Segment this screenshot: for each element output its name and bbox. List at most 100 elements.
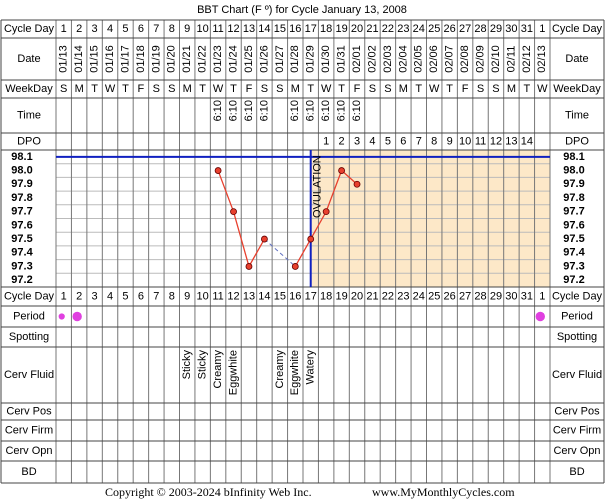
cycle-day: 2 — [76, 290, 82, 302]
cycle-day: 24 — [413, 290, 425, 302]
cycle-day: 18 — [320, 290, 332, 302]
cycle-day: 16 — [289, 290, 301, 302]
cycle-day: 23 — [397, 290, 409, 302]
date: 02/01 — [351, 45, 363, 73]
cerv-fluid: Sticky — [197, 350, 209, 380]
row-label: Cycle Day — [4, 290, 55, 302]
cerv-fluid: Watery — [305, 350, 317, 385]
cycle-day: 1 — [61, 23, 67, 35]
weekday: W — [429, 83, 440, 95]
cycle-day: 19 — [335, 23, 347, 35]
dpo: 2 — [339, 135, 345, 147]
cycle-day: 9 — [184, 23, 190, 35]
dpo: 14 — [521, 135, 533, 147]
date: 02/12 — [521, 45, 533, 73]
cycle-day: 9 — [184, 290, 190, 302]
weekday: T — [446, 83, 453, 95]
date: 01/22 — [197, 45, 209, 73]
temperature-point — [322, 208, 330, 216]
row-label: WeekDay — [553, 83, 601, 95]
y-tick-label: 97.5 — [563, 233, 584, 245]
weekday: F — [246, 83, 253, 95]
cycle-day: 19 — [335, 290, 347, 302]
dpo: 12 — [490, 135, 502, 147]
cycle-day: 6 — [138, 23, 144, 35]
y-tick-label: 97.2 — [11, 274, 32, 286]
weekday: T — [122, 83, 129, 95]
cycle-day: 8 — [169, 290, 175, 302]
row-label: Time — [17, 109, 41, 121]
cycle-day: 25 — [428, 290, 440, 302]
dpo: 4 — [369, 135, 375, 147]
weekday: S — [384, 83, 391, 95]
time: 6:10 — [305, 100, 317, 121]
y-tick-label: 97.2 — [563, 274, 584, 286]
date: 01/30 — [320, 45, 332, 73]
y-tick-label: 97.9 — [563, 178, 584, 190]
cycle-day: 25 — [428, 23, 440, 35]
cerv-fluid: Eggwhite — [227, 350, 239, 395]
temperature-point — [353, 180, 361, 188]
cycle-day: 4 — [107, 23, 113, 35]
time: 6:10 — [320, 100, 332, 121]
y-tick-label: 97.7 — [563, 206, 584, 218]
row-label: Cerv Opn — [553, 445, 600, 457]
date: 02/05 — [413, 45, 425, 73]
cycle-day: 2 — [76, 23, 82, 35]
row-label: Cycle Day — [4, 23, 55, 35]
temperature-point — [261, 235, 268, 243]
date: 01/29 — [305, 45, 317, 73]
row-label: Cerv Firm — [553, 424, 601, 436]
cerv-fluid: Creamy — [212, 350, 224, 389]
row-label: Cycle Day — [552, 290, 603, 302]
row-label: Spotting — [557, 331, 597, 343]
cycle-day: 11 — [212, 290, 223, 302]
cycle-day: 1 — [539, 23, 545, 35]
y-tick-label: 97.8 — [563, 192, 584, 204]
cycle-day: 31 — [521, 290, 533, 302]
period-dot — [535, 311, 545, 322]
cycle-day: 11 — [212, 23, 223, 35]
date: 01/23 — [212, 45, 224, 73]
cycle-day: 18 — [320, 23, 332, 35]
cycle-day: 24 — [413, 23, 425, 35]
date: 02/11 — [505, 46, 517, 73]
cycle-day: 1 — [539, 290, 545, 302]
period-dot — [72, 311, 82, 322]
dpo: 9 — [447, 135, 453, 147]
date: 01/19 — [150, 45, 162, 73]
row-label: WeekDay — [5, 83, 53, 95]
cycle-day: 7 — [153, 23, 159, 35]
cycle-day: 12 — [227, 23, 239, 35]
y-tick-label: 98.1 — [11, 151, 32, 163]
row-label: Date — [565, 53, 588, 65]
row-label: Cerv Fluid — [552, 369, 602, 381]
dpo: 13 — [505, 135, 517, 147]
time: 6:10 — [336, 100, 348, 121]
weekday: T — [415, 83, 422, 95]
y-tick-label: 98.1 — [563, 151, 584, 163]
cycle-day: 27 — [459, 290, 471, 302]
cycle-day: 30 — [505, 290, 517, 302]
cycle-day: 3 — [92, 23, 98, 35]
weekday: M — [507, 83, 516, 95]
dpo: 5 — [385, 135, 391, 147]
y-tick-label: 98.0 — [563, 164, 584, 176]
date: 02/10 — [490, 45, 502, 73]
date: 01/15 — [89, 45, 101, 73]
weekday: S — [477, 83, 484, 95]
dpo: 3 — [354, 135, 360, 147]
cerv-fluid: Eggwhite — [289, 350, 301, 395]
temperature-point — [214, 167, 222, 174]
temperature-line — [217, 170, 265, 269]
temperature-point — [291, 263, 299, 270]
time: 6:10 — [243, 100, 255, 121]
y-tick-label: 97.3 — [11, 260, 32, 272]
cycle-day: 12 — [227, 290, 239, 302]
time: 6:10 — [289, 100, 301, 121]
dpo: 6 — [400, 135, 406, 147]
date: 02/06 — [428, 45, 440, 73]
period-dot — [58, 313, 65, 320]
cycle-day: 14 — [258, 290, 270, 302]
y-tick-label: 97.6 — [11, 219, 32, 231]
